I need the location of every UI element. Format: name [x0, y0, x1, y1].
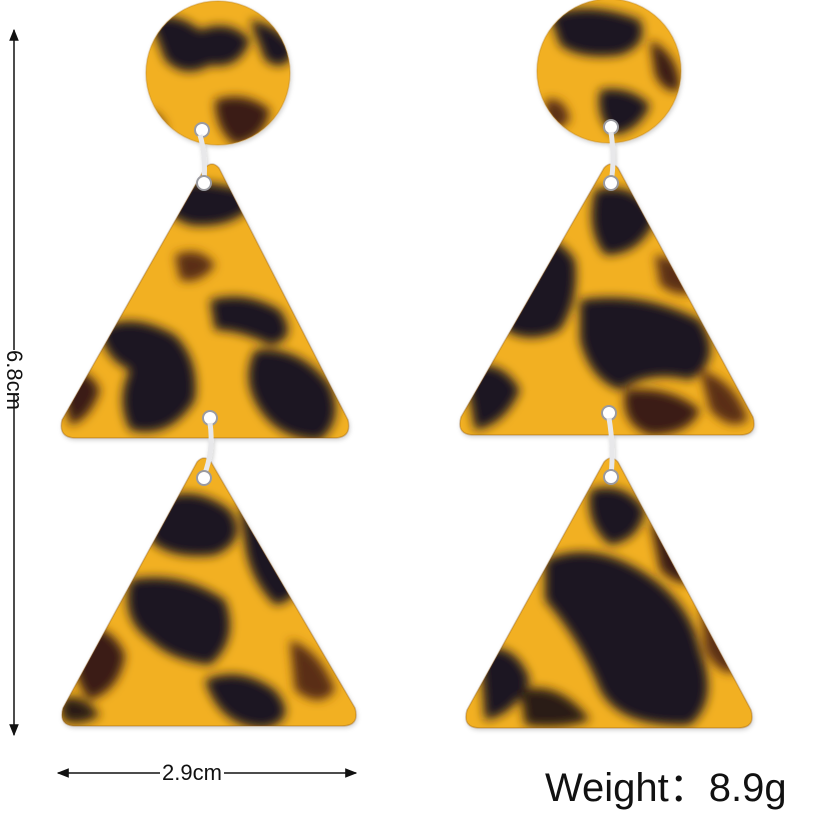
height-dimension-label: 6.8cm: [2, 350, 27, 410]
left-triangle-upper: [61, 164, 349, 438]
right-triangle-upper: [459, 164, 755, 435]
left-triangle-lower: [61, 458, 357, 726]
right-jump-rings: [601, 119, 619, 485]
left-jump-rings: [194, 122, 218, 486]
right-circle-stud: [537, 0, 681, 143]
weight-label: Weight：8.9g: [545, 766, 787, 810]
width-dimension-label: 2.9cm: [160, 760, 224, 786]
right-earring: [459, 0, 755, 729]
left-circle-stud: [146, 1, 290, 145]
right-triangle-lower: [465, 458, 753, 728]
left-earring: [60, 0, 357, 727]
